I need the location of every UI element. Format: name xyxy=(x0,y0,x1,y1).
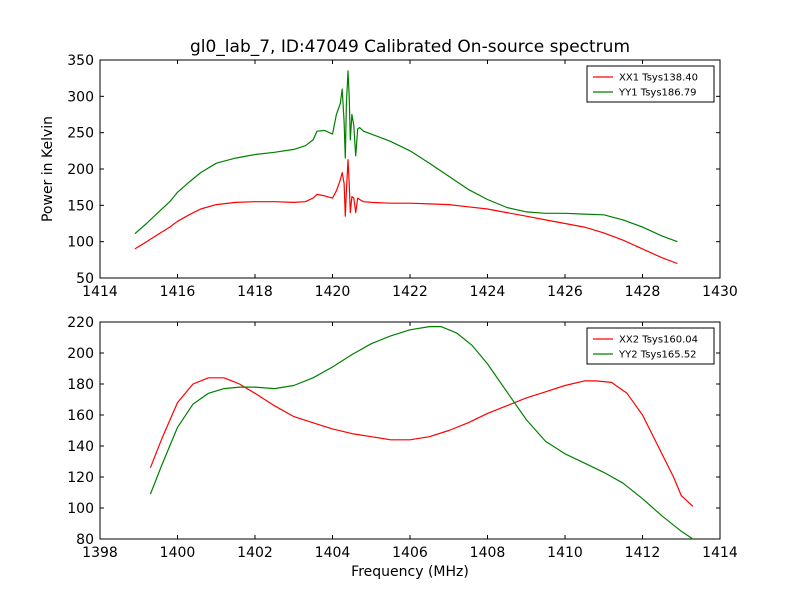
series-line-1 xyxy=(149,377,694,507)
x-tick-label: 1418 xyxy=(237,284,273,300)
y-axis-label: Power in Kelvin xyxy=(40,116,56,222)
y-tick-label: 180 xyxy=(67,377,94,393)
y-tick-label: 80 xyxy=(76,532,94,548)
x-tick-label: 1406 xyxy=(392,545,428,561)
y-tick-label: 100 xyxy=(67,235,94,251)
x-tick-label: 1402 xyxy=(237,545,273,561)
series-line-2 xyxy=(149,326,694,540)
legend-label: YY2 Tsys165.52 xyxy=(618,350,697,361)
x-tick-label: 1408 xyxy=(470,545,506,561)
y-tick-label: 200 xyxy=(67,162,94,178)
y-tick-label: 50 xyxy=(76,271,94,287)
x-tick-label: 1404 xyxy=(315,545,351,561)
y-tick-label: 300 xyxy=(67,89,94,105)
series-line-2 xyxy=(134,70,678,243)
plot-panel-1: 1414 1416 1418 1420 1422 1424 1426 1428 1430 50 10… xyxy=(40,53,738,300)
y-tick-label: 200 xyxy=(67,346,94,362)
y-tick-label: 350 xyxy=(67,53,94,69)
y-tick-label: 100 xyxy=(67,501,94,517)
x-tick-label: 1422 xyxy=(392,284,428,300)
x-tick-label: 1426 xyxy=(547,284,583,300)
legend-label: XX2 Tsys160.04 xyxy=(619,335,698,346)
plot-panel-2: 1398 1400 1402 1404 1406 1408 1410 1412 1414 80 10… xyxy=(67,315,738,580)
legend: XX2 Tsys160.04 YY2 Tsys165.52 xyxy=(586,327,715,365)
x-tick-label: 1430 xyxy=(702,284,738,300)
x-tick-label: 1398 xyxy=(82,545,118,561)
x-tick-label: 1414 xyxy=(82,284,118,300)
x-axis-label: Frequency (MHz) xyxy=(351,564,469,580)
y-tick-label: 160 xyxy=(67,408,94,424)
x-tick-label: 1414 xyxy=(702,545,738,561)
legend-label: YY1 Tsys186.79 xyxy=(618,88,697,99)
y-tick-label: 220 xyxy=(67,315,94,331)
plots-container: 1414 1416 1418 1420 1422 1424 1426 1428 1430 50 10… xyxy=(40,53,738,580)
x-tick-label: 1420 xyxy=(315,284,351,300)
y-tick-label: 150 xyxy=(67,198,94,214)
y-tick-label: 140 xyxy=(67,439,94,455)
x-tick-label: 1428 xyxy=(625,284,661,300)
x-tick-label: 1400 xyxy=(160,545,196,561)
legend: XX1 Tsys138.40 YY1 Tsys186.79 xyxy=(586,65,715,103)
x-tick-label: 1424 xyxy=(470,284,506,300)
legend-box xyxy=(586,65,715,103)
x-tick-label: 1410 xyxy=(547,545,583,561)
y-tick-label: 250 xyxy=(67,126,94,142)
legend-box xyxy=(586,327,715,365)
x-tick-label: 1416 xyxy=(160,284,196,300)
chart-title: gl0_lab_7, ID:47049 Calibrated On-source… xyxy=(190,37,630,57)
legend-label: XX1 Tsys138.40 xyxy=(619,73,698,84)
y-tick-label: 120 xyxy=(67,470,94,486)
series-line-1 xyxy=(134,159,678,265)
x-tick-label: 1412 xyxy=(625,545,661,561)
